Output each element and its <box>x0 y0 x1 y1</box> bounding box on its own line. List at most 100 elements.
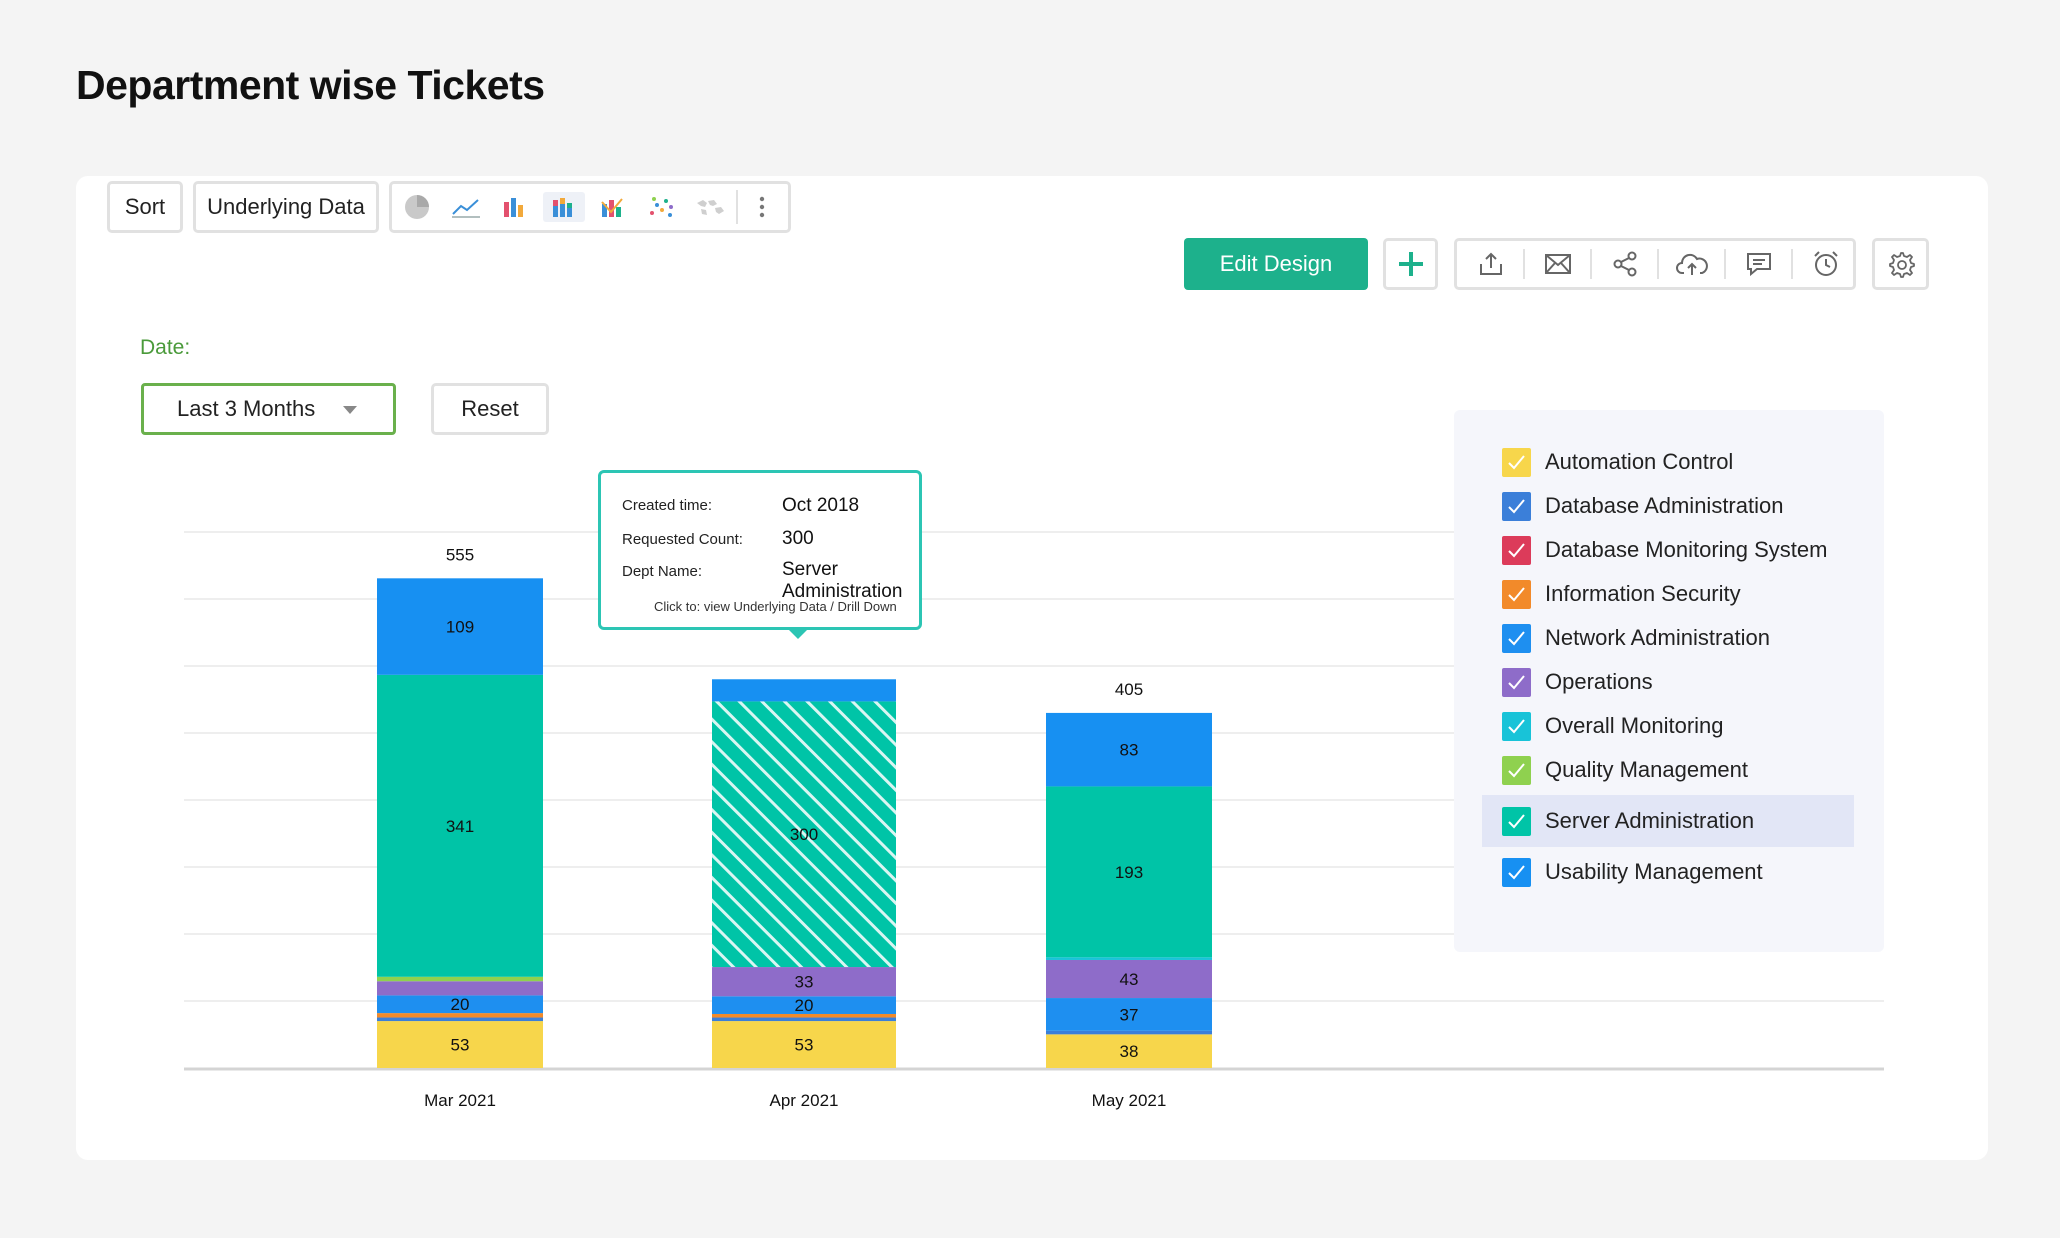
bar-segment-usability-management[interactable] <box>1046 712 1212 787</box>
bar-segment-usability-management[interactable] <box>377 578 543 675</box>
x-tick-label: Mar 2021 <box>424 1091 496 1110</box>
bar-segment-automation-control[interactable] <box>1046 1034 1212 1068</box>
legend-label: Database Monitoring System <box>1545 537 1828 562</box>
bar-segment-information-security[interactable] <box>377 1013 543 1018</box>
action-toolbar <box>1454 238 1856 290</box>
legend-label: Operations <box>1545 669 1653 694</box>
divider <box>1523 249 1525 279</box>
tooltip-created-time-value: Oct 2018 <box>782 495 860 516</box>
tooltip-requested-count-value: 300 <box>782 528 814 549</box>
map-chart-icon[interactable] <box>690 192 732 222</box>
legend-item-operations[interactable]: Operations <box>1454 660 1884 704</box>
legend-item-usability-management[interactable]: Usability Management <box>1454 850 1884 894</box>
checkbox-checked-icon[interactable] <box>1502 756 1531 785</box>
x-tick-label: May 2021 <box>1092 1091 1167 1110</box>
legend-item-overall-monitoring[interactable]: Overall Monitoring <box>1454 704 1884 748</box>
add-button[interactable] <box>1383 238 1438 290</box>
share-icon[interactable] <box>1591 241 1658 287</box>
checkbox-checked-icon[interactable] <box>1502 492 1531 521</box>
tooltip-created-time-label: Created time: <box>622 497 713 514</box>
bar-segment-operations[interactable] <box>1046 959 1212 999</box>
tooltip-dept-name-label: Dept Name: <box>622 563 703 580</box>
settings-button[interactable] <box>1872 238 1929 290</box>
checkbox-checked-icon[interactable] <box>1502 580 1531 609</box>
checkbox-checked-icon[interactable] <box>1502 712 1531 741</box>
bar-segment-network-administration[interactable] <box>712 996 896 1014</box>
tooltip-footer[interactable]: Click to: view Underlying Data / Drill D… <box>654 599 897 614</box>
chevron-down-icon <box>343 406 357 414</box>
x-tick-label: Apr 2021 <box>770 1091 839 1110</box>
bar-segment-information-security[interactable] <box>712 1013 896 1018</box>
bar-segment-automation-control[interactable] <box>377 1021 543 1068</box>
legend-item-server-administration[interactable]: Server Administration <box>1482 795 1854 847</box>
gear-icon <box>1888 252 1915 278</box>
divider <box>736 190 738 224</box>
bar-segment-server-administration[interactable] <box>377 674 543 977</box>
legend-label: Overall Monitoring <box>1545 713 1724 738</box>
legend-label: Database Administration <box>1545 493 1784 518</box>
edit-design-button[interactable]: Edit Design <box>1184 238 1368 290</box>
export-icon[interactable] <box>1457 241 1524 287</box>
publish-icon[interactable] <box>1658 241 1725 287</box>
legend-item-database-monitoring-system[interactable]: Database Monitoring System <box>1454 528 1884 572</box>
bar-segment-automation-control[interactable] <box>712 1021 896 1068</box>
legend-item-automation-control[interactable]: Automation Control <box>1454 440 1884 484</box>
date-range-value: Last 3 Months <box>177 396 316 421</box>
page-title: Department wise Tickets <box>76 62 545 108</box>
legend-item-network-administration[interactable]: Network Administration <box>1454 616 1884 660</box>
underlying-data-button[interactable]: Underlying Data <box>193 181 379 233</box>
email-icon[interactable] <box>1524 241 1591 287</box>
bar-chart-icon[interactable] <box>494 192 536 222</box>
bar-segment-network-administration[interactable] <box>1046 998 1212 1031</box>
bar-segment-database-administration[interactable] <box>712 1017 896 1022</box>
combo-chart-icon[interactable] <box>592 192 634 222</box>
bar-segment-server-administration[interactable] <box>712 701 896 968</box>
total-label: 555 <box>446 545 474 564</box>
bar-segment-database-administration[interactable] <box>1046 1030 1212 1035</box>
more-options-icon[interactable] <box>742 192 782 222</box>
date-range-select[interactable]: Last 3 Months <box>141 383 396 435</box>
bar-segment-operations[interactable] <box>377 981 543 996</box>
bar-segment-overall-monitoring[interactable] <box>1046 957 1212 960</box>
sort-button[interactable]: Sort <box>107 181 183 233</box>
legend-label: Automation Control <box>1545 449 1734 474</box>
checkbox-checked-icon[interactable] <box>1502 448 1531 477</box>
stacked-bar-chart-icon[interactable] <box>543 192 585 222</box>
legend-item-information-security[interactable]: Information Security <box>1454 572 1884 616</box>
chart-legend: Automation Control Database Administratio… <box>1454 410 1884 952</box>
legend-label: Network Administration <box>1545 625 1770 650</box>
plus-icon <box>1398 252 1423 276</box>
line-chart-icon[interactable] <box>445 192 487 222</box>
bar-segment-network-administration[interactable] <box>377 995 543 1014</box>
report-card: Sort Underlying Data Edit Design <box>76 176 1988 1160</box>
tooltip-requested-count-label: Requested Count: <box>622 531 743 548</box>
legend-label: Usability Management <box>1545 859 1763 884</box>
chart-type-switcher <box>389 181 791 233</box>
checkbox-checked-icon[interactable] <box>1502 668 1531 697</box>
tooltip-arrow <box>789 630 807 639</box>
alarm-icon[interactable] <box>1792 241 1859 287</box>
checkbox-checked-icon[interactable] <box>1502 536 1531 565</box>
checkbox-checked-icon[interactable] <box>1502 807 1531 836</box>
reset-button[interactable]: Reset <box>431 383 549 435</box>
bar-segment-usability-management[interactable] <box>712 679 896 702</box>
bar-segment-operations[interactable] <box>712 967 896 997</box>
chart-tooltip: Created time: Oct 2018 Requested Count: … <box>598 470 922 630</box>
bar-segment-database-administration[interactable] <box>377 1017 543 1022</box>
legend-item-quality-management[interactable]: Quality Management <box>1454 748 1884 792</box>
divider <box>1590 249 1592 279</box>
legend-label: Server Administration <box>1545 808 1755 833</box>
scatter-chart-icon[interactable] <box>641 192 683 222</box>
divider <box>1791 249 1793 279</box>
comment-icon[interactable] <box>1725 241 1792 287</box>
divider <box>1657 249 1659 279</box>
tooltip-dept-name-value: Server Administration <box>782 559 903 602</box>
bar-segment-quality-management[interactable] <box>377 976 543 982</box>
legend-item-database-administration[interactable]: Database Administration <box>1454 484 1884 528</box>
checkbox-checked-icon[interactable] <box>1502 624 1531 653</box>
checkbox-checked-icon[interactable] <box>1502 858 1531 887</box>
bar-segment-server-administration[interactable] <box>1046 786 1212 958</box>
pie-chart-icon[interactable] <box>396 192 438 222</box>
date-filter-label: Date: <box>140 336 191 359</box>
legend-label: Information Security <box>1545 581 1741 606</box>
